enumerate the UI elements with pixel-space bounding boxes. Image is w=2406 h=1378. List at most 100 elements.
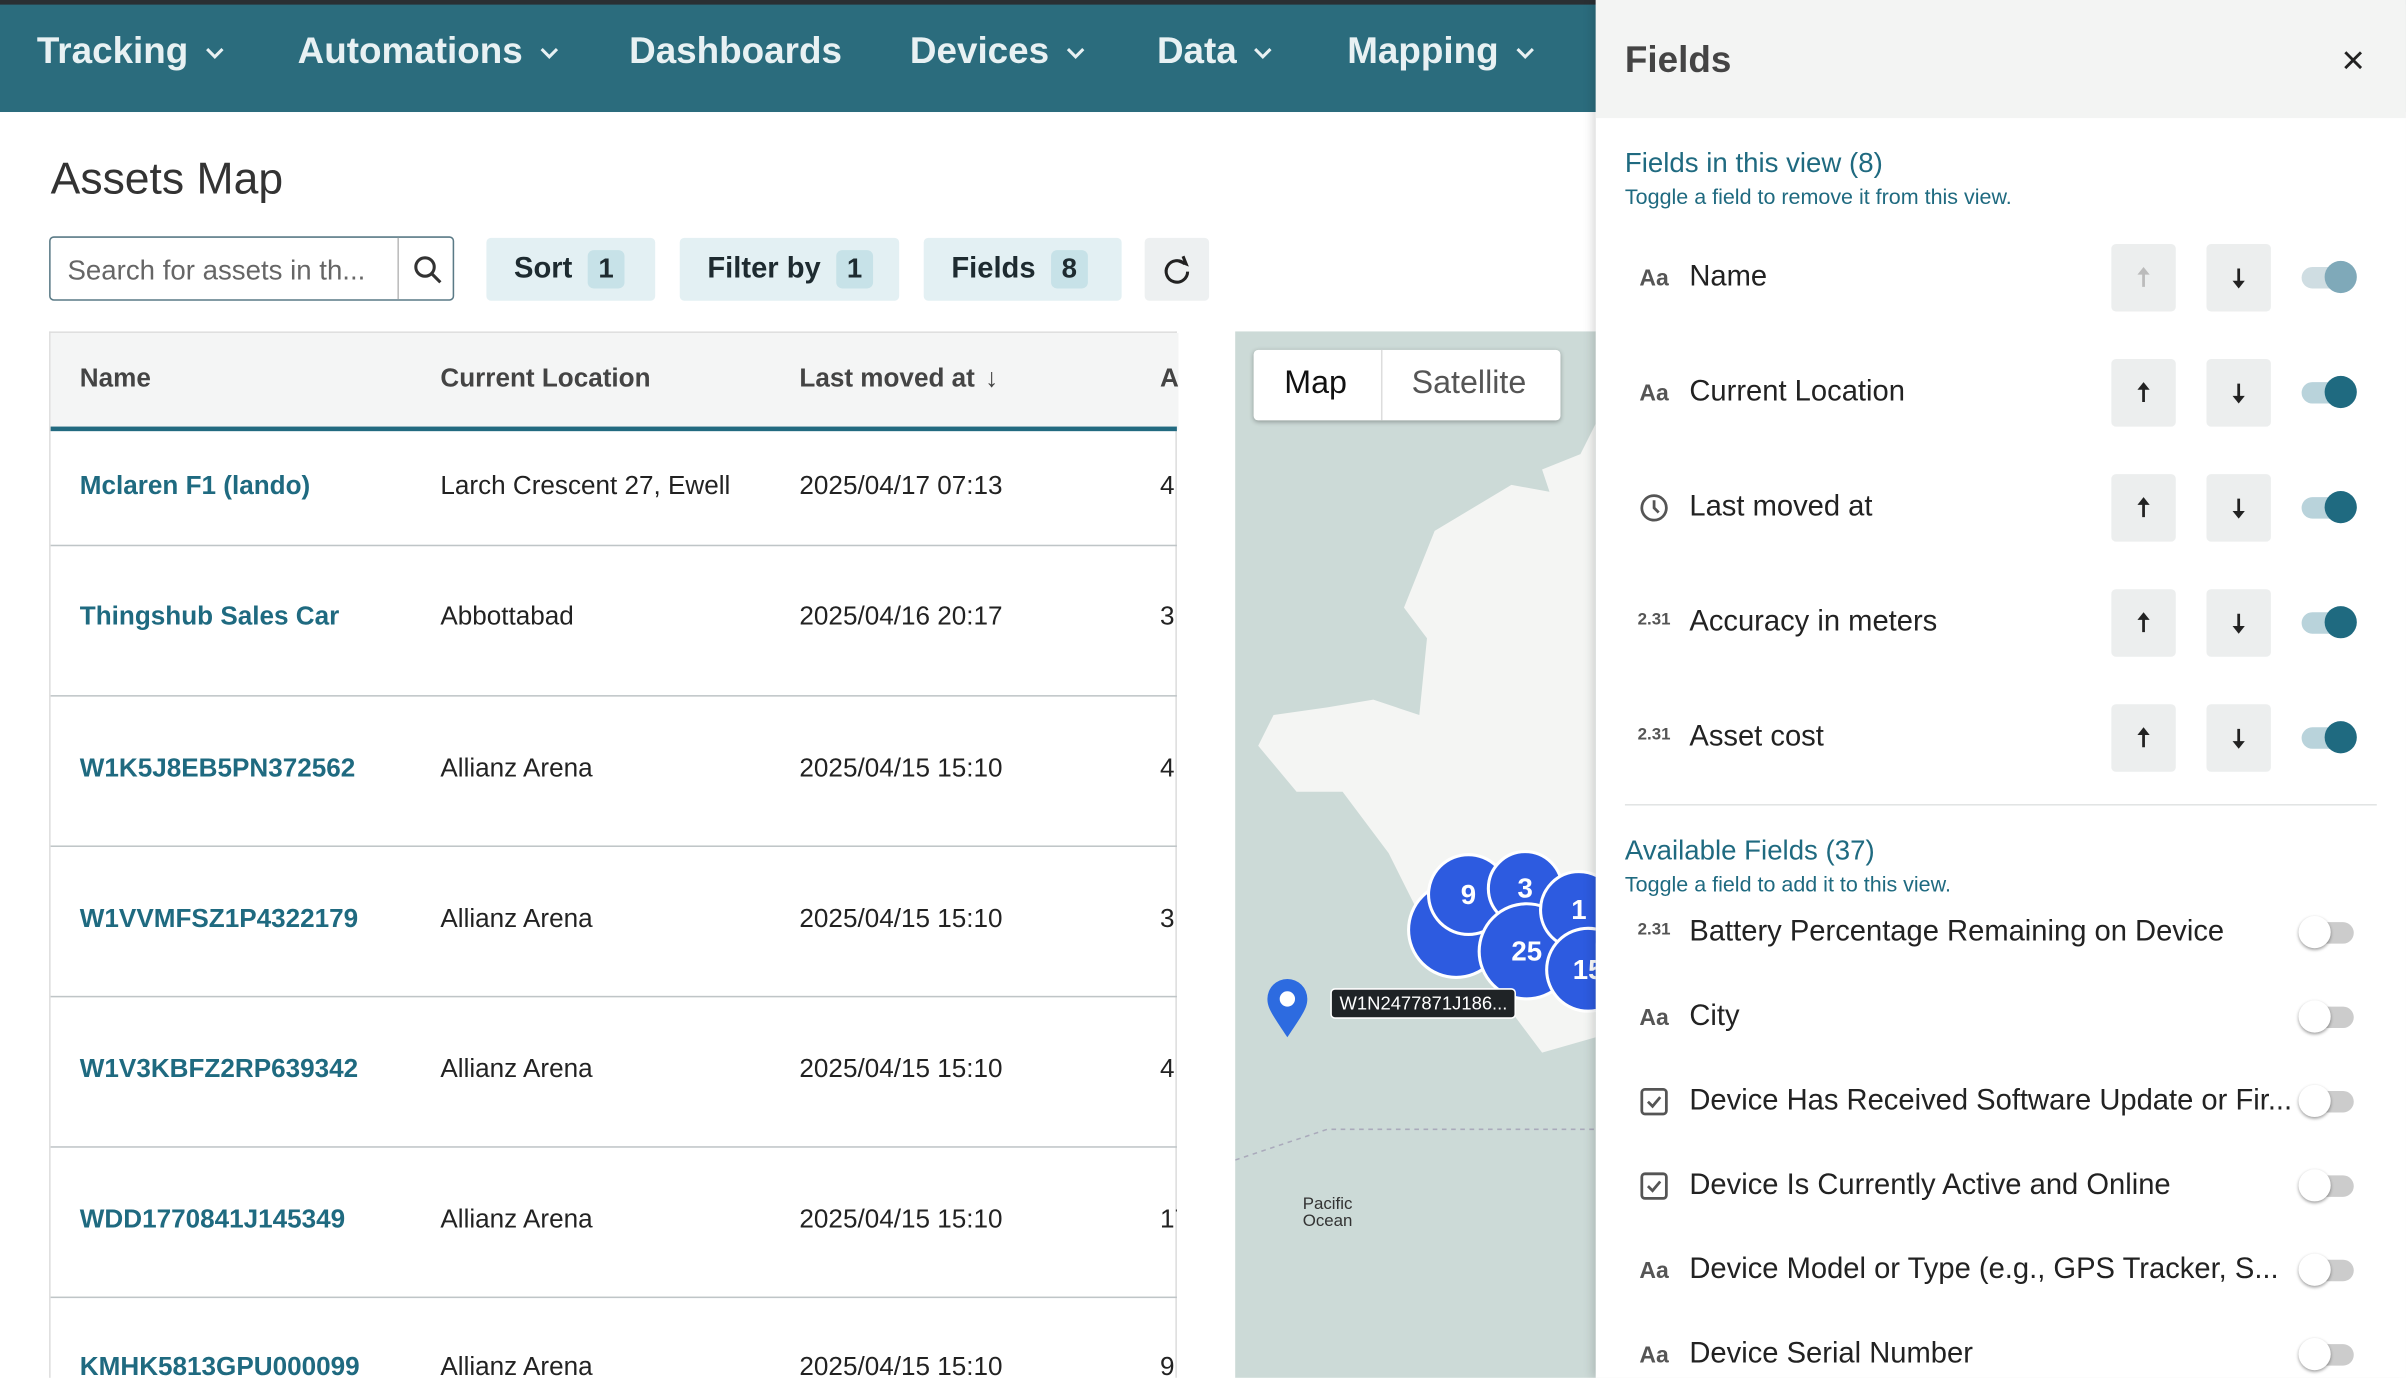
- move-down[interactable]: [2206, 589, 2271, 657]
- toggle[interactable]: [2301, 260, 2357, 294]
- map-tab[interactable]: Map: [1284, 365, 1347, 401]
- row-divider: [50, 1146, 1177, 1148]
- table-cell: 2025/04/15 15:10: [799, 1351, 1003, 1378]
- toggle[interactable]: [2301, 721, 2357, 754]
- move-up[interactable]: [2111, 704, 2176, 772]
- toggle-knob: [2298, 1000, 2331, 1033]
- section-hint: Toggle a field to add it to this view.: [1624, 871, 1951, 897]
- toggle[interactable]: [2298, 1084, 2354, 1118]
- map: Map Satellite 9325115 W1N2477871J186... …: [1235, 331, 1596, 1378]
- asset-name[interactable]: W1V3KBFZ2RP639342: [79, 1054, 359, 1084]
- nav-item[interactable]: Tracking: [37, 31, 225, 74]
- section-hint: Toggle a field to remove it from this vi…: [1624, 184, 2012, 209]
- nav-item[interactable]: Data: [1157, 31, 1274, 74]
- field-name: Device Model or Type (e.g., GPS Tracker,…: [1689, 1253, 2279, 1286]
- nav-item[interactable]: Devices: [910, 31, 1086, 74]
- move-up[interactable]: [2111, 243, 2176, 312]
- toggle[interactable]: [2298, 1337, 2354, 1371]
- toggle-knob: [2298, 1169, 2331, 1202]
- field-type: 2.31: [1637, 725, 1671, 745]
- toggle-knob: [2324, 606, 2357, 639]
- row-divider: [50, 695, 1177, 697]
- move-down[interactable]: [2206, 704, 2271, 772]
- nav-item[interactable]: Automations: [298, 31, 560, 74]
- table-cell: Allianz Arena: [440, 1054, 593, 1084]
- page-title: Assets Map: [50, 154, 284, 205]
- badge: 8: [1050, 250, 1088, 289]
- asset-name[interactable]: Thingshub Sales Car: [79, 601, 340, 631]
- badge: 1: [587, 250, 625, 289]
- map-type-tabs: [1253, 349, 1561, 421]
- chevron: [205, 47, 224, 59]
- search-box[interactable]: Search for assets in th...: [49, 236, 455, 301]
- field-name: City: [1689, 1000, 1740, 1033]
- asset-name[interactable]: Mclaren F1 (lando): [79, 471, 311, 501]
- label: Filter by: [707, 252, 821, 285]
- chevron: [1515, 47, 1534, 59]
- field-type: Aa: [1639, 1005, 1669, 1032]
- toggle[interactable]: [2301, 491, 2357, 524]
- field-name: Device Is Currently Active and Online: [1689, 1169, 2171, 1202]
- panel-title: Fields: [1624, 39, 1732, 82]
- toggle-knob: [2324, 721, 2357, 754]
- field-type: 2.31: [1637, 610, 1671, 630]
- filter-button[interactable]: Filter by 1: [679, 237, 900, 301]
- toggle[interactable]: [2301, 375, 2357, 409]
- field-type: Aa: [1639, 1258, 1669, 1285]
- sort-button[interactable]: Sort 1: [486, 237, 656, 301]
- fields-button[interactable]: Fields 8: [923, 237, 1122, 301]
- column-header[interactable]: Current Location: [440, 363, 651, 393]
- row-divider: [50, 1296, 1177, 1299]
- toggle-knob: [2298, 1253, 2331, 1286]
- toggle-knob: [2324, 375, 2357, 409]
- field-name: Last moved at: [1689, 491, 1873, 524]
- move-up[interactable]: [2111, 359, 2176, 427]
- field-name: Battery Percentage Remaining on Device: [1689, 916, 2225, 949]
- search-icon: [414, 256, 442, 284]
- toggle[interactable]: [2298, 1253, 2354, 1286]
- asset-name[interactable]: W1K5J8EB5PN372562: [79, 753, 356, 783]
- table-cell: 2025/04/15 15:10: [799, 1204, 1003, 1234]
- move-down[interactable]: [2206, 474, 2271, 542]
- asset-name[interactable]: W1VVMFSZ1P4322179: [79, 903, 359, 933]
- row-divider: [50, 544, 1177, 547]
- map-marker[interactable]: [1266, 977, 1309, 1038]
- marker-label: W1N2477871J186...: [1330, 988, 1517, 1019]
- badge: 1: [836, 250, 873, 289]
- move-down[interactable]: [2206, 359, 2271, 427]
- move-down[interactable]: [2206, 243, 2271, 312]
- field-name: Current Location: [1689, 375, 1905, 409]
- field-type: Aa: [1639, 1342, 1669, 1369]
- move-up[interactable]: [2111, 589, 2176, 657]
- toggle-knob: [2298, 1084, 2331, 1118]
- table-cell: 17: [1160, 1204, 1177, 1234]
- column-header[interactable]: Last moved at: [799, 363, 975, 393]
- table-cell: Larch Crescent 27, Ewell: [440, 471, 731, 501]
- toggle[interactable]: [2298, 1000, 2354, 1033]
- satellite-tab[interactable]: Satellite: [1411, 365, 1527, 401]
- table-cell: 2025/04/15 15:10: [799, 1054, 1003, 1084]
- asset-name[interactable]: KMHK5813GPU000099: [79, 1351, 360, 1378]
- toggle[interactable]: [2301, 606, 2357, 639]
- fields-panel: Fields × Fields in this view (8) Toggle …: [1595, 0, 2406, 1378]
- close-button[interactable]: ×: [2341, 36, 2365, 83]
- chevron: [1066, 47, 1084, 59]
- column-header[interactable]: Name: [79, 363, 151, 393]
- refresh-icon: [1164, 254, 1190, 283]
- move-up[interactable]: [2111, 474, 2176, 542]
- toggle[interactable]: [2298, 1169, 2354, 1202]
- refresh-button[interactable]: [1144, 237, 1210, 301]
- toggle-knob: [2324, 491, 2357, 524]
- clock-icon: [1640, 494, 1668, 522]
- column-header[interactable]: A: [1160, 363, 1179, 393]
- ocean-label: Pacific Ocean: [1302, 1195, 1353, 1231]
- sort-arrow: ↓: [985, 363, 999, 393]
- section-heading: Available Fields (37): [1624, 834, 1875, 866]
- toggle[interactable]: [2298, 916, 2354, 949]
- nav-item[interactable]: Mapping: [1347, 31, 1535, 74]
- asset-name[interactable]: WDD1770841J145349: [79, 1204, 346, 1234]
- chevron: [1254, 47, 1272, 59]
- nav-item[interactable]: Dashboards: [629, 30, 842, 73]
